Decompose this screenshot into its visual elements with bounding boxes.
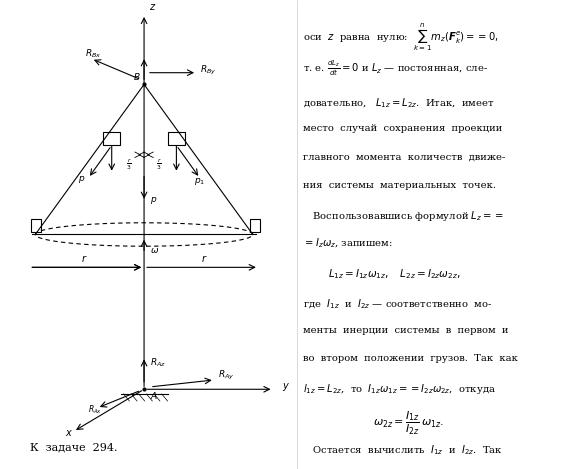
Text: менты  инерции  системы  в  первом  и: менты инерции системы в первом и [303,326,508,335]
Text: $R_{Ax}$: $R_{Ax}$ [88,404,102,416]
Text: $\omega$: $\omega$ [150,246,159,255]
Text: $\frac{r}{3}$: $\frac{r}{3}$ [156,157,162,173]
Text: Воспользовавшись формулой $L_z ==$: Воспользовавшись формулой $L_z ==$ [303,209,504,223]
Text: $\frac{r}{3}$: $\frac{r}{3}$ [126,157,132,173]
Text: $r$: $r$ [201,253,208,264]
Text: $x$: $x$ [65,428,73,438]
Text: $l_{1z} = L_{2z}$,  то  $I_{1z}\omega_{1z} == I_{2z}\omega_{2z}$,  откуда: $l_{1z} = L_{2z}$, то $I_{1z}\omega_{1z}… [303,382,496,396]
Text: $B$: $B$ [133,71,141,82]
Text: во  втором  положении  грузов.  Так  как: во втором положении грузов. Так как [303,354,517,363]
Text: довательно,   $L_{1z} = L_{2z}$.  Итак,  имеет: довательно, $L_{1z} = L_{2z}$. Итак, име… [303,96,495,110]
Text: $\omega_{2z} = \dfrac{I_{1z}}{I_{2z}}\,\omega_{1z}.$: $\omega_{2z} = \dfrac{I_{1z}}{I_{2z}}\,\… [373,410,445,438]
Text: $p_1$: $p_1$ [194,176,205,187]
Text: т. е. $\frac{dL_z}{dt} = 0$ и $L_z$ — постоянная, сле-: т. е. $\frac{dL_z}{dt} = 0$ и $L_z$ — по… [303,59,488,78]
Text: оси  $z$  равна  нулю:  $\sum_{k=1}^{n} m_z(\boldsymbol{F}_k^e) == 0,$: оси $z$ равна нулю: $\sum_{k=1}^{n} m_z(… [303,21,499,53]
Text: $r$: $r$ [81,253,87,264]
Text: $R_{By}$: $R_{By}$ [200,64,216,77]
Text: $p$: $p$ [78,174,85,185]
Text: $p$: $p$ [150,195,157,206]
Text: К  задаче  294.: К задаче 294. [30,442,117,452]
Text: ния  системы  материальных  точек.: ния системы материальных точек. [303,181,496,189]
Text: $R_{Ay}$: $R_{Ay}$ [218,369,234,382]
Text: $R_{Bx}$: $R_{Bx}$ [85,47,102,60]
Text: $A$: $A$ [150,390,158,401]
Text: место  случай  сохранения  проекции: место случай сохранения проекции [303,124,502,133]
Text: $z$: $z$ [149,2,156,12]
Text: $= I_z\omega_z$, запишем:: $= I_z\omega_z$, запишем: [303,237,393,250]
Text: $L_{1z} = I_{1z}\omega_{1z},\quad L_{2z} = I_{2z}\omega_{2z},$: $L_{1z} = I_{1z}\omega_{1z},\quad L_{2z}… [328,267,460,281]
Text: $R_{Az}$: $R_{Az}$ [150,357,166,369]
Text: Остается  вычислить  $I_{1z}$  и  $I_{2z}$.  Так: Остается вычислить $I_{1z}$ и $I_{2z}$. … [303,443,503,457]
Text: $y$: $y$ [282,381,290,393]
Text: главного  момента  количеств  движе-: главного момента количеств движе- [303,152,505,161]
Text: где  $I_{1z}$  и  $I_{2z}$ — соответственно  мо-: где $I_{1z}$ и $I_{2z}$ — соответственно… [303,298,492,311]
